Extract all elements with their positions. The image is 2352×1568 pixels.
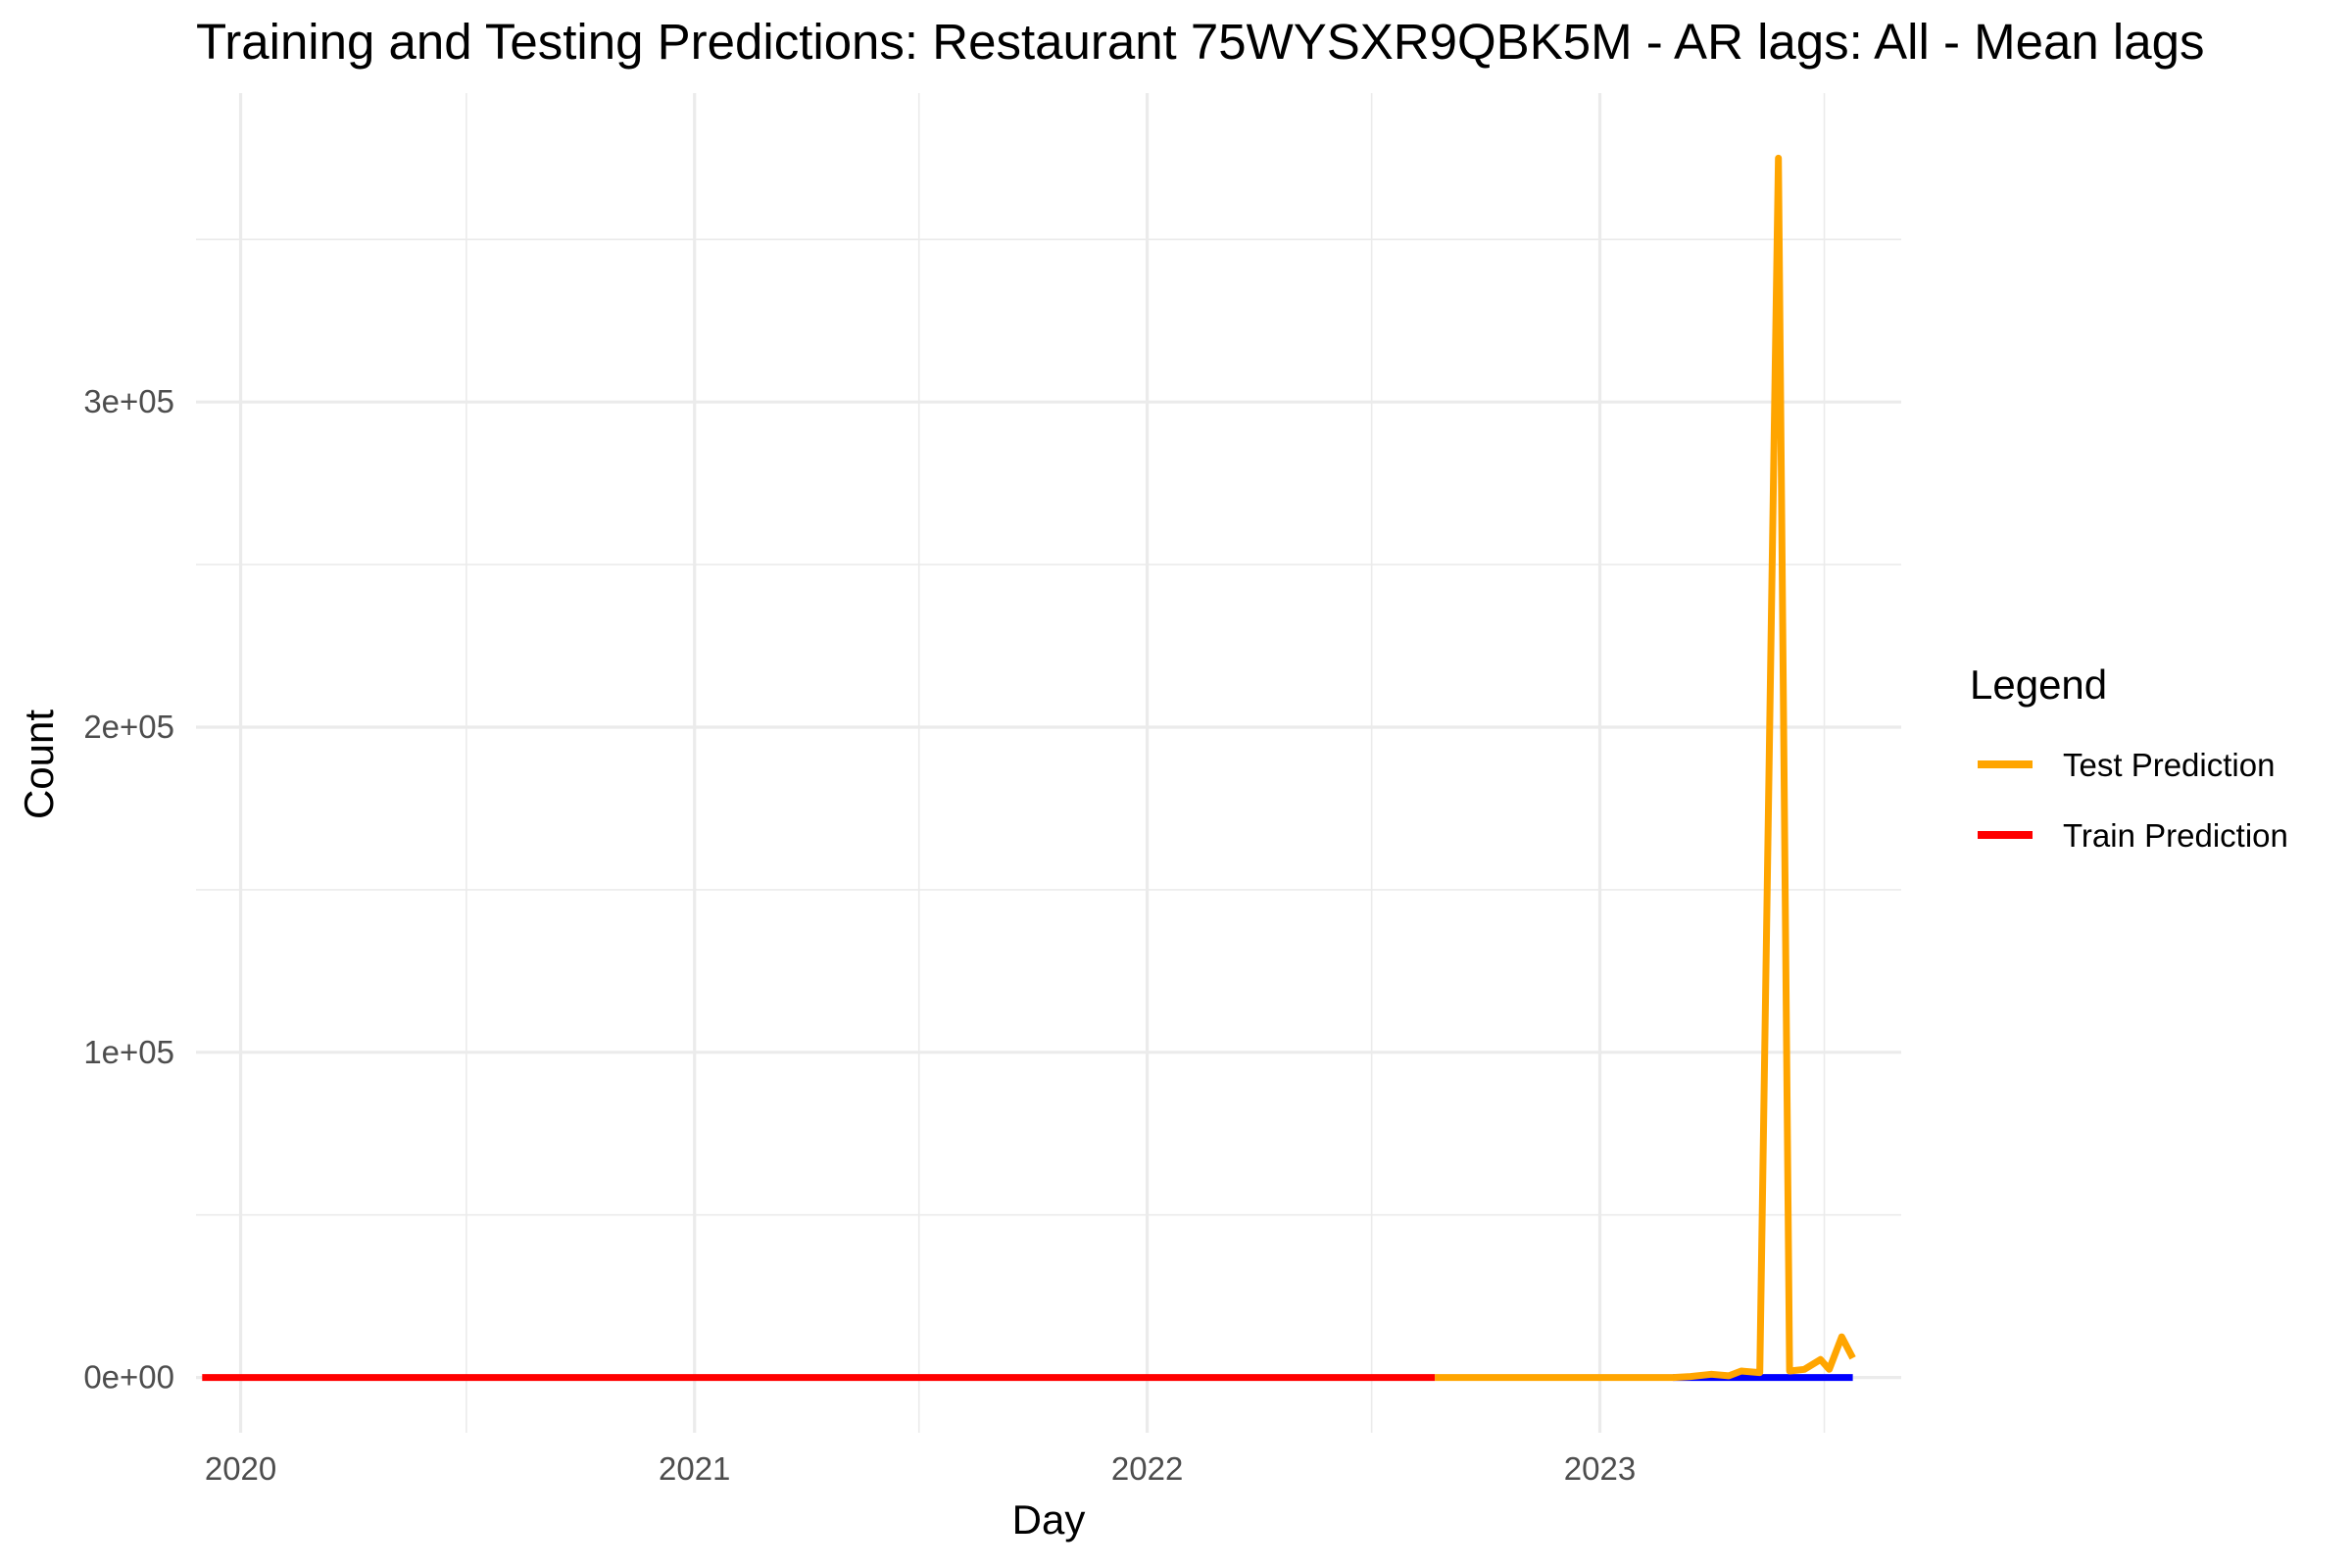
x-tick-label: 2021 — [659, 1450, 730, 1487]
y-tick-label: 3e+05 — [83, 383, 174, 419]
x-tick-label: 2020 — [205, 1450, 276, 1487]
y-tick-label: 2e+05 — [83, 709, 174, 745]
series-layer — [202, 154, 1856, 1382]
y-tick-label: 1e+05 — [83, 1034, 174, 1070]
chart-title: Training and Testing Predictions: Restau… — [196, 14, 2204, 70]
legend-title: Legend — [1970, 662, 2107, 708]
x-axis-title: Day — [1012, 1496, 1086, 1543]
x-tick-label: 2023 — [1564, 1450, 1636, 1487]
y-tick-label: 0e+00 — [83, 1359, 174, 1396]
x-axis-ticks: 2020 2021 2022 2023 — [205, 1450, 1636, 1487]
legend-label: Test Prediction — [2063, 747, 2275, 783]
y-axis-ticks: 0e+00 1e+05 2e+05 3e+05 — [83, 383, 174, 1395]
legend: Legend Test Prediction Train Prediction — [1970, 662, 2288, 854]
legend-label: Train Prediction — [2063, 817, 2288, 854]
grid — [196, 93, 1901, 1433]
x-tick-label: 2022 — [1111, 1450, 1183, 1487]
series-line-2 — [1435, 154, 1856, 1382]
y-axis-title: Count — [16, 710, 62, 819]
legend-entries: Test Prediction Train Prediction — [1978, 747, 2288, 854]
